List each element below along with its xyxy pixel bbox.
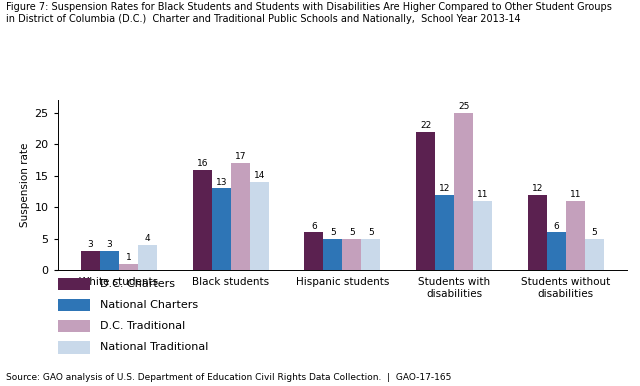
- Text: 25: 25: [458, 102, 469, 111]
- Text: 17: 17: [234, 152, 246, 161]
- Bar: [342, 239, 362, 270]
- Bar: [323, 239, 342, 270]
- Text: 1: 1: [125, 253, 131, 262]
- Text: D.C. Charters: D.C. Charters: [100, 279, 175, 289]
- Text: 6: 6: [554, 222, 559, 230]
- Text: 12: 12: [439, 184, 451, 193]
- Bar: [100, 251, 119, 270]
- Text: 5: 5: [330, 228, 336, 237]
- Bar: [547, 232, 566, 270]
- Text: National Charters: National Charters: [100, 300, 198, 310]
- Text: 3: 3: [88, 240, 93, 249]
- Bar: [528, 195, 547, 270]
- Text: 11: 11: [570, 190, 581, 199]
- Bar: [454, 113, 473, 270]
- Text: Figure 7: Suspension Rates for Black Students and Students with Disabilities Are: Figure 7: Suspension Rates for Black Stu…: [6, 2, 612, 24]
- Bar: [416, 132, 435, 270]
- Text: D.C. Traditional: D.C. Traditional: [100, 321, 185, 331]
- Text: 11: 11: [477, 190, 488, 199]
- Text: 5: 5: [349, 228, 355, 237]
- Bar: [212, 188, 230, 270]
- Bar: [250, 182, 269, 270]
- Text: 14: 14: [253, 171, 265, 180]
- Bar: [193, 169, 212, 270]
- Text: 13: 13: [216, 178, 227, 186]
- Text: National Traditional: National Traditional: [100, 342, 209, 352]
- Bar: [138, 245, 157, 270]
- Text: 12: 12: [532, 184, 543, 193]
- Text: Source: GAO analysis of U.S. Department of Education Civil Rights Data Collectio: Source: GAO analysis of U.S. Department …: [6, 373, 452, 382]
- Bar: [435, 195, 454, 270]
- Text: 5: 5: [591, 228, 597, 237]
- Text: 16: 16: [196, 159, 208, 168]
- Bar: [230, 163, 250, 270]
- Text: 4: 4: [145, 234, 150, 243]
- Bar: [81, 251, 100, 270]
- Bar: [566, 201, 585, 270]
- Text: 3: 3: [107, 240, 113, 249]
- Text: 22: 22: [420, 121, 431, 130]
- Text: 5: 5: [368, 228, 374, 237]
- Bar: [473, 201, 492, 270]
- Bar: [362, 239, 380, 270]
- Bar: [119, 264, 138, 270]
- Text: 6: 6: [311, 222, 317, 230]
- Bar: [305, 232, 323, 270]
- Bar: [585, 239, 604, 270]
- Y-axis label: Suspension rate: Suspension rate: [20, 143, 30, 227]
